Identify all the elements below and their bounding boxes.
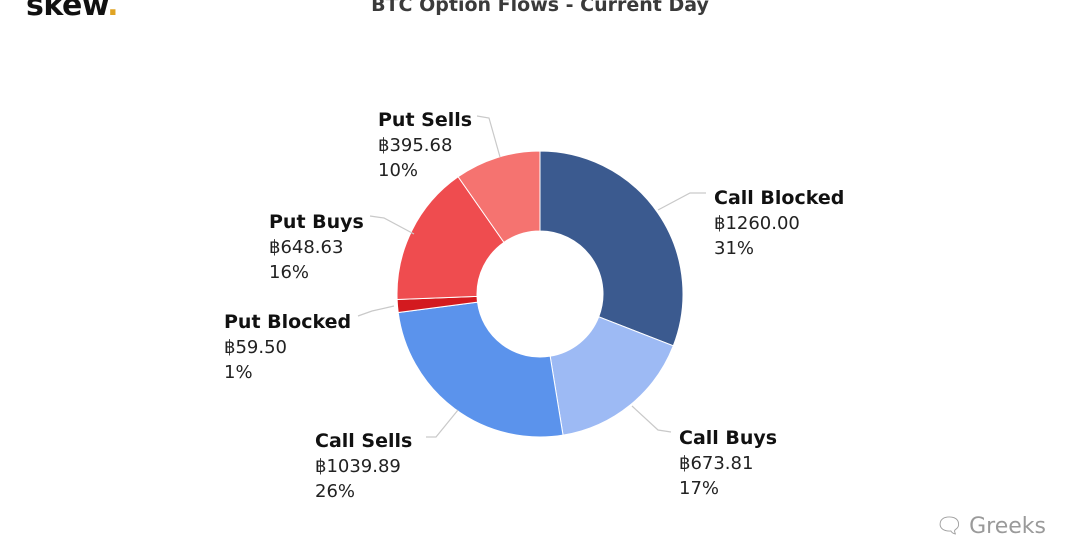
leader-line <box>631 405 672 433</box>
slice-label-percent: 26% <box>315 481 355 502</box>
slice-label-value: ฿395.68 <box>378 135 452 156</box>
slice-label-value: ฿59.50 <box>224 337 287 358</box>
chart-title: BTC Option Flows - Current Day <box>371 0 709 16</box>
slice-label-name: Put Buys <box>269 211 364 233</box>
donut-slices <box>396 150 684 438</box>
leader-line <box>369 215 415 235</box>
watermark: 🗨 Greeks <box>935 514 1046 539</box>
slice-label-value: ฿1039.89 <box>315 456 401 477</box>
slice-put-sells[interactable] <box>457 150 541 244</box>
skew-logo: skew. <box>26 0 119 23</box>
slice-call-blocked[interactable] <box>539 150 684 347</box>
slice-label-value: ฿673.81 <box>679 453 753 474</box>
leader-line <box>476 115 501 158</box>
slice-label-name: Call Buys <box>679 427 777 449</box>
slice-labels: Call Blocked ฿1260.00 31% Call Buys ฿673.81 1… <box>224 109 844 502</box>
slice-label-name: Put Blocked <box>224 311 351 333</box>
leader-line <box>357 305 395 317</box>
slice-label-percent: 16% <box>269 262 309 283</box>
slice-label-percent: 1% <box>224 362 253 383</box>
leader-line <box>426 409 459 438</box>
slice-label-value: ฿1260.00 <box>714 213 800 234</box>
logo-text: skew <box>26 0 108 23</box>
slice-label-name: Call Sells <box>315 430 412 452</box>
chat-bubbles-icon: 🗨 <box>935 514 964 539</box>
leader-line <box>657 192 706 211</box>
slice-label-percent: 17% <box>679 478 719 499</box>
leader-lines <box>357 115 706 438</box>
slice-call-sells[interactable] <box>397 301 564 438</box>
slice-label-percent: 10% <box>378 160 418 181</box>
slice-label-value: ฿648.63 <box>269 237 343 258</box>
watermark-text: Greeks <box>969 514 1046 539</box>
slice-label-name: Call Blocked <box>714 187 844 209</box>
logo-dot: . <box>107 0 119 23</box>
slice-put-buys[interactable] <box>396 176 505 301</box>
slice-label-percent: 31% <box>714 238 754 259</box>
slice-label-name: Put Sells <box>378 109 472 131</box>
slice-call-buys[interactable] <box>549 316 674 436</box>
